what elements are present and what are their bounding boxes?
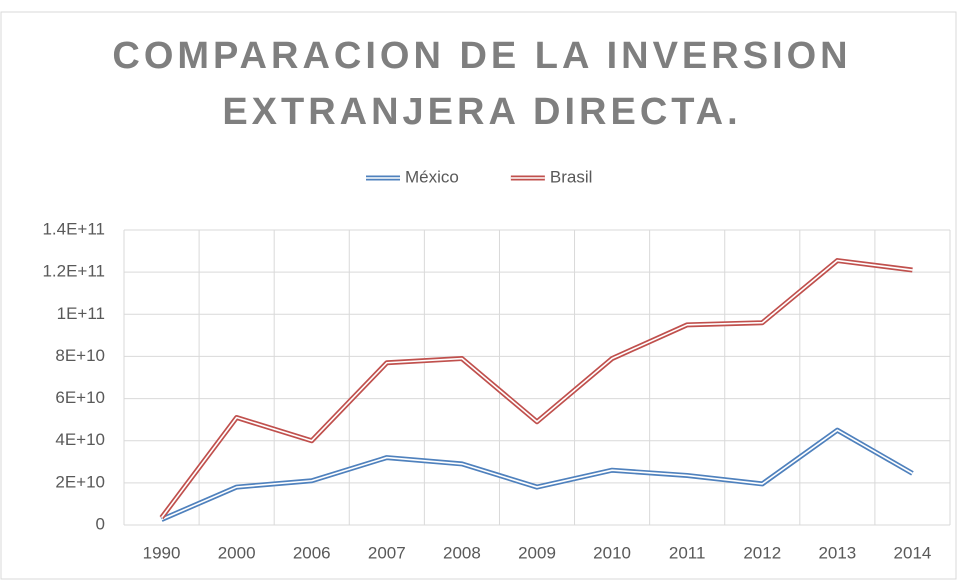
chart-title: EXTRANJERA DIRECTA. (222, 91, 741, 133)
legend-label: Brasil (550, 167, 593, 186)
x-tick-label: 2011 (669, 543, 706, 562)
series-line-inner (160, 259, 913, 519)
x-tick-label: 2013 (818, 543, 856, 562)
y-tick-label: 2E+10 (55, 472, 105, 491)
legend-label: México (405, 167, 459, 186)
y-tick-label: 6E+10 (55, 388, 105, 407)
y-tick-label: 1.4E+11 (42, 219, 105, 238)
x-tick-label: 2014 (894, 543, 932, 562)
x-tick-label: 2010 (593, 543, 631, 562)
x-tick-label: 2009 (518, 543, 556, 562)
chart-title: COMPARACION DE LA INVERSION (112, 35, 851, 77)
x-tick-label: 2000 (218, 543, 256, 562)
x-tick-label: 2006 (293, 543, 331, 562)
y-tick-label: 0 (96, 514, 105, 533)
x-tick-label: 2012 (743, 543, 781, 562)
x-tick-label: 1990 (143, 543, 181, 562)
series-line-inner (161, 429, 913, 521)
x-tick-label: 2007 (368, 543, 406, 562)
y-tick-label: 1.2E+11 (42, 262, 105, 281)
y-tick-label: 1E+11 (57, 304, 105, 323)
y-tick-label: 4E+10 (55, 430, 105, 449)
y-tick-label: 8E+10 (55, 346, 105, 365)
x-tick-label: 2008 (443, 543, 481, 562)
